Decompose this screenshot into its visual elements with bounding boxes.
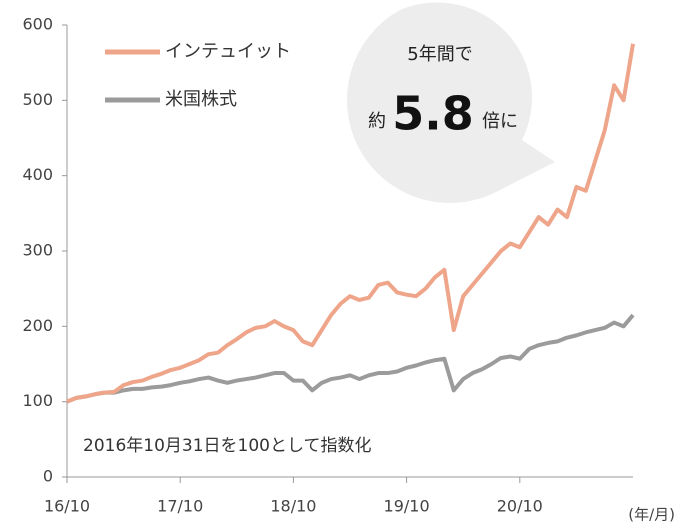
x-tick-label: 16/10 bbox=[44, 497, 90, 516]
note: 2016年10月31日を100として指数化 bbox=[83, 436, 371, 456]
speech-bubble bbox=[346, 2, 555, 203]
bubble-number: 5.8 bbox=[392, 87, 474, 141]
y-tick-label: 500 bbox=[22, 90, 53, 109]
y-tick-label: 300 bbox=[22, 241, 53, 260]
y-tick-label: 0 bbox=[43, 467, 53, 486]
legend-label: 米国株式 bbox=[165, 89, 237, 110]
x-tick-label: 17/10 bbox=[157, 497, 203, 516]
legend-label: インテュイット bbox=[165, 41, 291, 62]
bubble-line1: 5年間で bbox=[407, 44, 472, 65]
y-tick-label: 600 bbox=[22, 15, 53, 34]
y-tick-label: 400 bbox=[22, 165, 53, 184]
bubble-prefix: 約 bbox=[368, 111, 386, 132]
series-line bbox=[66, 43, 635, 404]
x-axis-label: (年/月) bbox=[628, 506, 675, 524]
x-tick-label: 19/10 bbox=[384, 497, 430, 516]
x-tick-label: 20/10 bbox=[497, 497, 543, 516]
x-tick-label: 18/10 bbox=[270, 497, 316, 516]
y-tick-label: 200 bbox=[22, 316, 53, 335]
series-line bbox=[66, 313, 635, 404]
bubble-suffix: 倍に bbox=[482, 111, 518, 132]
y-tick-label: 100 bbox=[22, 391, 53, 410]
